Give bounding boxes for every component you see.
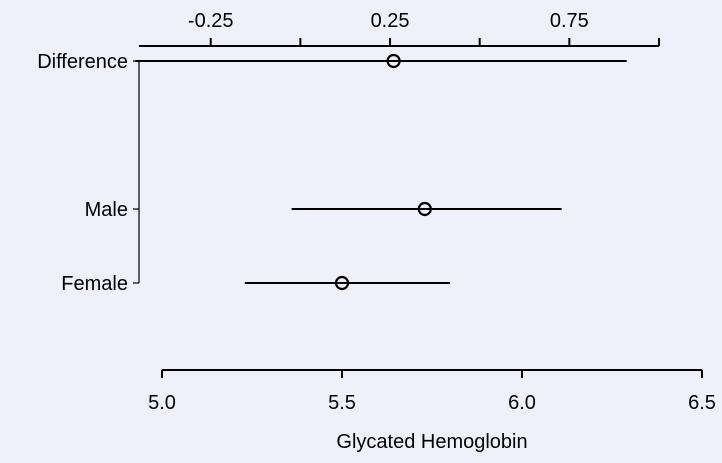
category-label: Male	[85, 199, 128, 221]
category-label: Female	[61, 273, 128, 295]
bottom-axis-tick-label: 5.5	[328, 392, 356, 414]
top-axis-tick-label: 0.25	[371, 10, 410, 32]
bottom-axis-tick-label: 6.0	[508, 392, 536, 414]
bottom-axis-tick-label: 5.0	[148, 392, 176, 414]
top-axis-tick-label: -0.25	[188, 10, 234, 32]
top-axis-tick-label: 0.75	[550, 10, 589, 32]
x-axis-title: Glycated Hemoglobin	[336, 431, 527, 453]
bottom-axis-tick-label: 6.5	[688, 392, 716, 414]
category-label: Difference	[37, 51, 128, 73]
